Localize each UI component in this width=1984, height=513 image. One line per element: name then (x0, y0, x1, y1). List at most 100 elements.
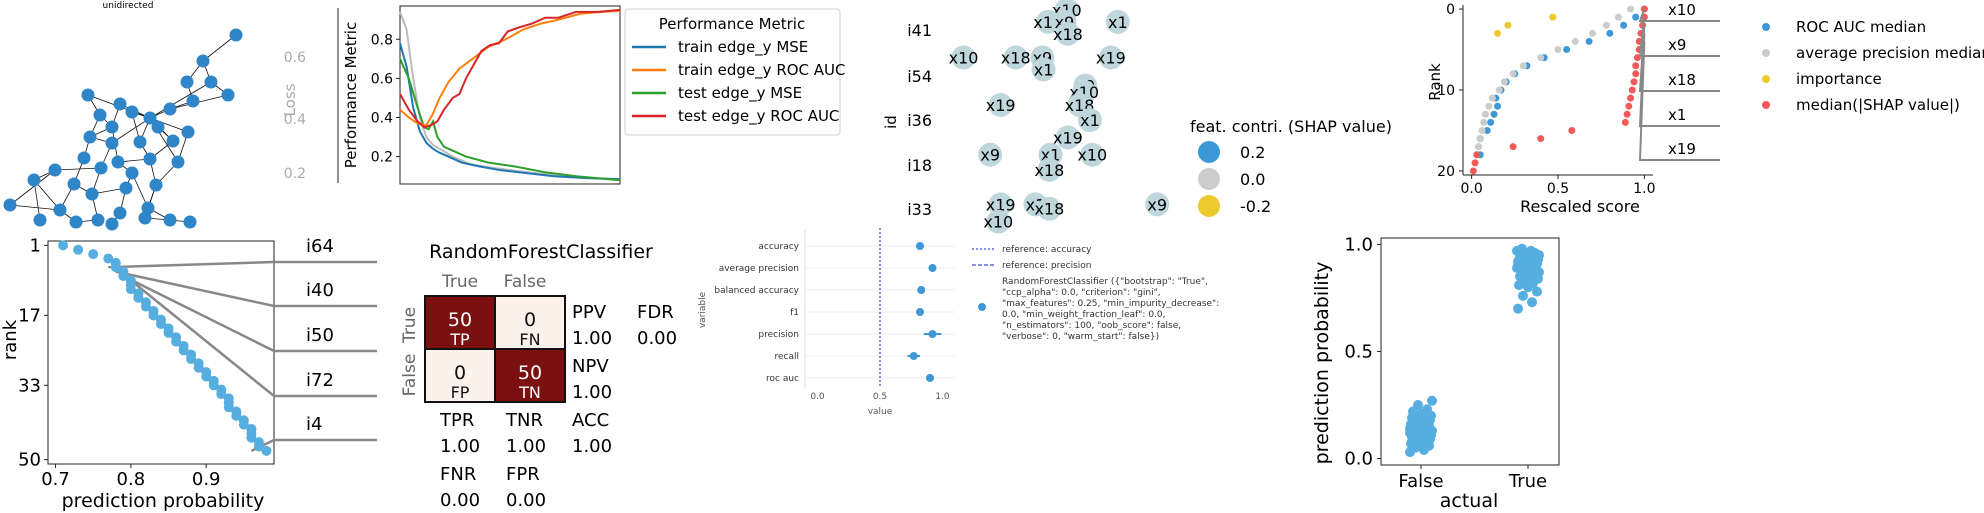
network-node (149, 178, 163, 192)
network-node (180, 75, 194, 89)
metric-tpr-label: TPR (439, 410, 474, 431)
strip-point (1527, 297, 1537, 308)
loss-right-tick: 0.4 (371, 110, 393, 126)
shap-bubble-label: x19 (986, 96, 1016, 115)
rescaled-legend-marker (1762, 101, 1770, 109)
rescaled-legend-label: importance (1796, 70, 1882, 88)
rank-annotation-label: i40 (306, 280, 334, 301)
loss-right-tick: 0.6 (371, 71, 393, 87)
network-node (125, 166, 139, 180)
shap-bubble-label: x9 (980, 146, 1000, 165)
rank-point (88, 249, 99, 260)
shap-bubble (1080, 142, 1105, 167)
strip-point (1526, 245, 1536, 256)
strip-x-tick: False (1398, 471, 1443, 492)
metrics-variable-label: precision (758, 330, 799, 340)
shap-bubble-label: x18 (1034, 161, 1064, 180)
legend-model-label: RandomForestClassifier ({"bootstrap": "T… (1002, 277, 1219, 342)
rescaled-annotation-label: x9 (1668, 36, 1686, 54)
loss-left-tick: 0.4 (284, 112, 306, 128)
network-edge (111, 117, 151, 144)
rank-point (58, 240, 69, 251)
network-node (221, 88, 235, 102)
rank-point (148, 310, 159, 321)
rank-point (253, 441, 264, 452)
confusion-row-true: True (400, 307, 420, 344)
cell-fp-code: FP (451, 383, 470, 402)
rescaled-point (1471, 159, 1479, 167)
rank-x-tick: 0.9 (192, 469, 221, 490)
rank-annotation-label: i72 (306, 370, 334, 391)
strip-point (1513, 303, 1523, 314)
network-node (229, 28, 243, 42)
rank-point (140, 301, 151, 312)
rank-point (201, 371, 212, 382)
shap-row-label: i54 (907, 67, 932, 86)
confusion-matrix-panel: RandomForestClassifier True False True F… (400, 241, 677, 511)
loss-legend-label: test edge_y MSE (678, 84, 802, 103)
metric-ppv-value: 1.00 (572, 328, 612, 349)
rescaled-point (1632, 70, 1640, 78)
loss-axis-label: Loss (281, 83, 299, 116)
strip-y-tick: 0.0 (1344, 449, 1373, 470)
metrics-variable-label: recall (774, 352, 799, 362)
rescaled-legend-marker (1762, 23, 1770, 31)
rank-point (171, 336, 182, 347)
network-node (48, 163, 62, 177)
confusion-col-false: False (504, 272, 547, 292)
loss-legend-label: test edge_y ROC AUC (678, 107, 839, 126)
network-node (204, 75, 218, 89)
strip-point (1413, 400, 1423, 411)
network-node (105, 136, 119, 150)
rank-point (103, 253, 114, 264)
shap-bubble (951, 45, 976, 70)
shap-bubble (988, 93, 1013, 118)
rescaled-point (1480, 118, 1488, 126)
rescaled-point (1469, 167, 1477, 175)
rescaled-point (1554, 46, 1562, 54)
rescaled-point (1488, 94, 1496, 102)
metric-acc-label: ACC (572, 410, 609, 431)
confusion-col-true: True (441, 272, 478, 292)
rescaled-point (1494, 29, 1502, 37)
loss-right-tick: 0.8 (371, 32, 393, 48)
rescaled-xlabel: Rescaled score (1520, 197, 1640, 216)
rank-point (261, 445, 272, 456)
rescaled-point (1537, 135, 1545, 143)
rescaled-y-tick: 10 (1437, 83, 1455, 99)
rescaled-legend-label: average precision median (1796, 44, 1984, 62)
metrics-variable-label: f1 (790, 308, 799, 318)
rank-annotation-label: i50 (306, 325, 334, 346)
metrics-x-tick: 0.0 (810, 392, 825, 402)
rank-annotation-label: i64 (306, 236, 334, 257)
shap-bubble (986, 209, 1011, 234)
network-node (196, 54, 210, 68)
shap-bubble-label: x19 (986, 195, 1016, 214)
metrics-ylabel: variable (698, 291, 708, 328)
rescaled-annotation-line (1638, 17, 1720, 57)
metric-tnr-label: TNR (505, 410, 543, 431)
loss-left-tick: 0.6 (284, 50, 306, 66)
rank-point (110, 262, 121, 273)
metrics-point (917, 286, 926, 294)
metric-fdr-value: 0.00 (637, 328, 677, 349)
shap-bubble (978, 142, 1003, 167)
rescaled-point (1495, 86, 1503, 94)
rank-point (238, 419, 249, 430)
confusion-title: RandomForestClassifier (429, 241, 653, 263)
rank-point (231, 410, 242, 421)
rescaled-point (1621, 118, 1629, 126)
network-node (138, 211, 152, 225)
cell-tp-code: TP (449, 330, 470, 349)
rank-y-tick: 1 (30, 235, 41, 256)
shap-bubble-label: x10 (949, 49, 979, 68)
rescaled-point (1509, 143, 1517, 151)
rescaled-point (1606, 29, 1614, 37)
network-node (69, 215, 83, 229)
rescaled-annotation-label: x1 (1668, 106, 1686, 124)
cell-fn-code: FN (519, 330, 540, 349)
rank-plot-frame (47, 240, 275, 465)
strip-point (1527, 269, 1537, 280)
rescaled-point (1549, 13, 1557, 21)
loss-legend-label: train edge_y MSE (678, 38, 808, 57)
